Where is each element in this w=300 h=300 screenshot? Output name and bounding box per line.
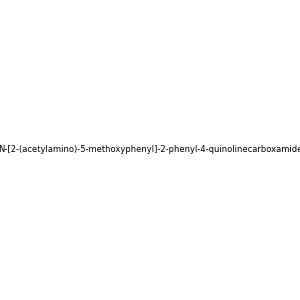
- Text: N-[2-(acetylamino)-5-methoxyphenyl]-2-phenyl-4-quinolinecarboxamide: N-[2-(acetylamino)-5-methoxyphenyl]-2-ph…: [0, 146, 300, 154]
